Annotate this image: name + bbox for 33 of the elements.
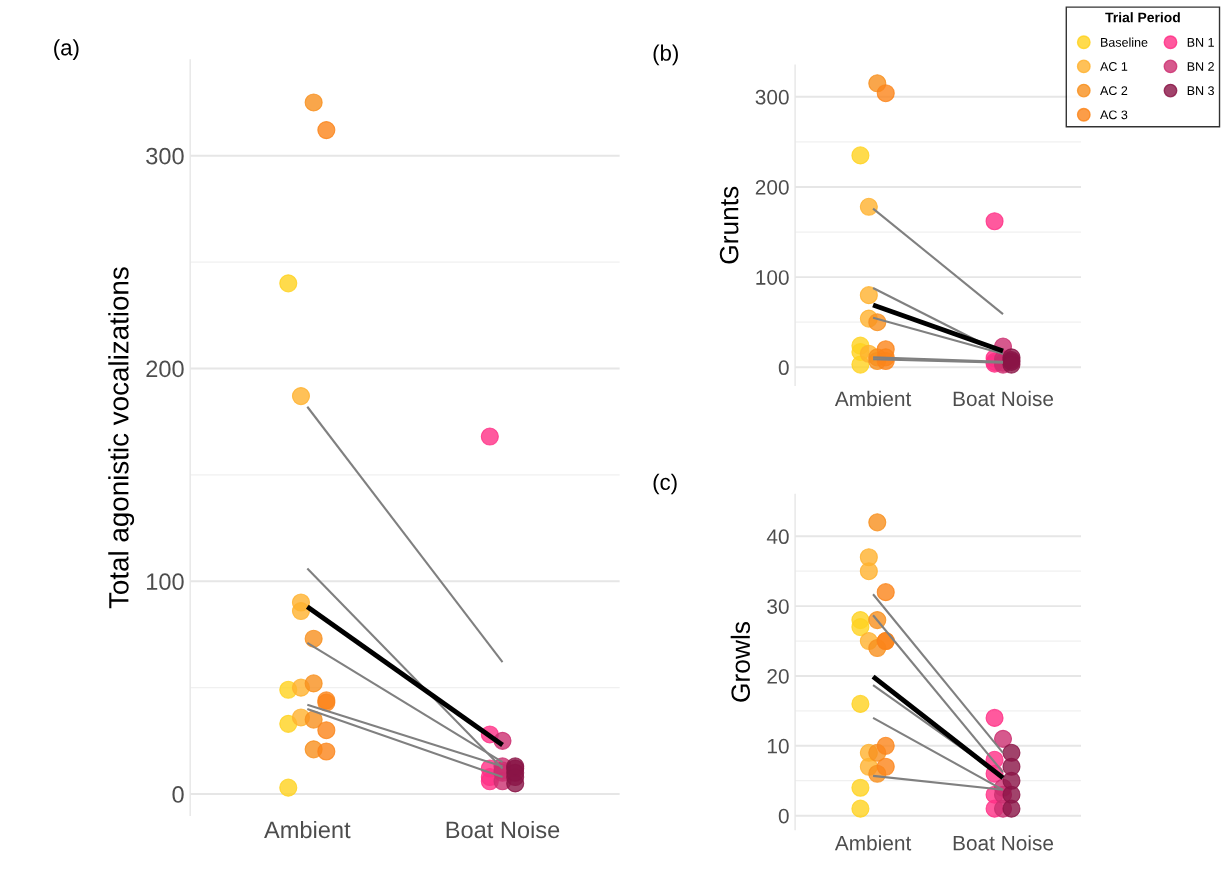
- y-tick-label: 100: [147, 573, 184, 591]
- x-tick-label: Boat Noise: [953, 835, 1054, 851]
- legend-label: BN 1: [1187, 38, 1214, 47]
- y-tick-label: 200: [755, 179, 789, 195]
- legend-label: AC 1: [1100, 62, 1128, 71]
- x-tick-label: Ambient: [834, 835, 912, 851]
- chart-title: (c): [653, 473, 677, 495]
- y-axis-title: Growls: [730, 621, 751, 702]
- y-tick-label: 0: [172, 786, 184, 803]
- y-axis-title: Grunts: [719, 186, 739, 264]
- y-tick-label: 0: [778, 808, 789, 824]
- legend-label: BN 3: [1187, 86, 1214, 96]
- legend-title: Trial Period: [1105, 12, 1180, 23]
- y-axis-title: Total agonistic vocalizations: [108, 267, 135, 609]
- chart-title: (a): [54, 39, 79, 60]
- legend-label: Baseline: [1101, 37, 1148, 47]
- y-tick-label: 30: [767, 599, 789, 614]
- y-tick-label: 40: [766, 529, 789, 545]
- legend-label: AC 3: [1100, 110, 1128, 120]
- x-tick-label: Boat Noise: [446, 820, 560, 839]
- y-tick-label: 0: [778, 360, 789, 376]
- y-tick-label: 300: [146, 147, 184, 165]
- x-tick-label: Ambient: [264, 820, 351, 839]
- y-tick-label: 10: [767, 738, 789, 754]
- y-tick-label: 200: [146, 360, 184, 378]
- legend-label: BN 2: [1187, 62, 1214, 71]
- legend-label: AC 2: [1100, 86, 1128, 96]
- x-tick-label: Ambient: [834, 390, 912, 407]
- y-tick-label: 100: [756, 270, 789, 285]
- y-tick-label: 20: [767, 668, 789, 684]
- y-tick-label: 300: [755, 89, 789, 105]
- chart-title: (b): [653, 44, 678, 66]
- x-tick-label: Boat Noise: [953, 390, 1054, 407]
